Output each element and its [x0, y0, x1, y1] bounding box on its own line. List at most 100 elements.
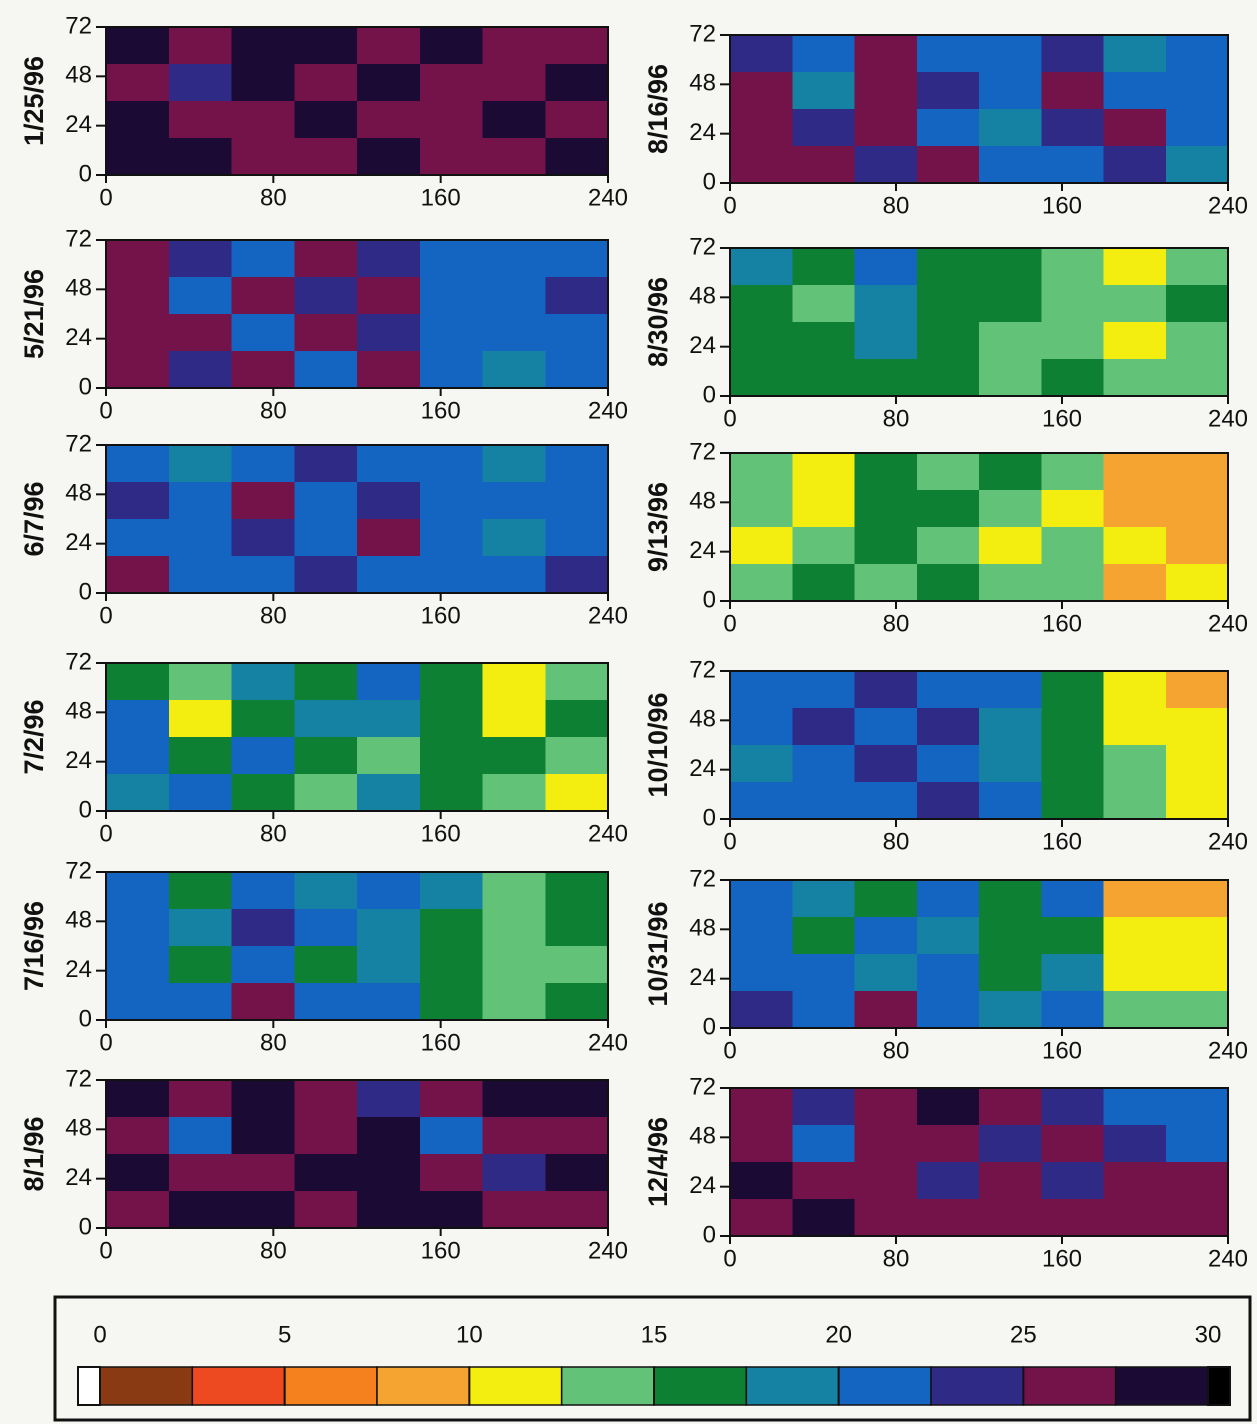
heat-cell: [545, 314, 609, 352]
heat-cell: [1103, 1162, 1167, 1200]
colorbar-swatch: [283, 1366, 378, 1406]
heat-cell: [1041, 248, 1104, 286]
heat-cell: [916, 954, 980, 992]
x-tick-label: 80: [883, 1037, 910, 1064]
colorbar-swatch: [376, 1366, 471, 1406]
heat-cell: [419, 240, 483, 278]
colorbar-tick-label: 25: [1010, 1321, 1037, 1348]
heat-cell: [730, 991, 793, 1029]
heat-cell: [231, 519, 295, 557]
heat-cell: [1041, 146, 1104, 184]
heat-cell: [792, 671, 855, 709]
heat-cell: [294, 277, 358, 315]
heat-cell: [854, 1162, 918, 1200]
heat-cell: [419, 774, 483, 812]
heat-cell: [357, 737, 421, 775]
heat-cell: [1041, 72, 1104, 110]
heat-cell: [106, 1117, 170, 1155]
heat-cell: [294, 983, 358, 1021]
x-tick-label: 160: [421, 1237, 461, 1264]
y-tick-label: 48: [65, 480, 92, 507]
heat-cell: [231, 138, 295, 176]
heat-cell: [482, 277, 546, 315]
heat-cell: [1103, 359, 1167, 397]
heat-cell: [545, 946, 609, 984]
x-tick-label: 80: [260, 820, 287, 847]
heat-cell: [916, 35, 980, 73]
heat-cell: [545, 737, 609, 775]
heat-cell: [792, 146, 855, 184]
heat-cell: [979, 285, 1042, 323]
x-tick-label: 160: [1042, 405, 1082, 432]
heat-cell: [979, 359, 1042, 397]
plot-frame: [105, 1079, 609, 1229]
heat-cell: [1103, 1088, 1167, 1126]
heat-cell: [168, 482, 232, 520]
heat-cell: [792, 109, 855, 147]
heat-cell: [419, 663, 483, 701]
x-tick-label: 160: [421, 820, 461, 847]
x-tick-label: 240: [588, 184, 628, 211]
heat-cell: [1165, 782, 1229, 820]
y-tick-label: 72: [689, 20, 716, 47]
heat-cell: [294, 737, 358, 775]
heat-cell: [231, 240, 295, 278]
y-tick-label: 24: [65, 956, 92, 983]
heat-cell: [916, 109, 980, 147]
heat-cell: [730, 745, 793, 783]
y-tick-label: 0: [703, 804, 716, 831]
x-tick-label: 0: [99, 1237, 112, 1264]
colorbar-over: [1207, 1366, 1231, 1406]
heat-cell: [1103, 954, 1167, 992]
heat-cell: [294, 351, 358, 389]
heat-cell: [545, 556, 609, 594]
heat-cell: [792, 527, 855, 565]
heat-cell: [730, 782, 793, 820]
heat-cell: [792, 782, 855, 820]
plot-frame: [729, 1087, 1229, 1237]
y-tick-label: 72: [65, 648, 92, 675]
heat-cell: [357, 138, 421, 176]
heat-cell: [792, 285, 855, 323]
heat-cell: [1041, 359, 1104, 397]
heat-cell: [979, 1088, 1042, 1126]
colorbar-tick-label: 0: [93, 1321, 106, 1348]
x-tick-label: 160: [1042, 1245, 1082, 1272]
heat-cell: [1103, 917, 1167, 955]
heat-cell: [1103, 322, 1167, 360]
heat-cell: [168, 138, 232, 176]
heat-cell: [854, 72, 918, 110]
heat-cell: [1165, 1125, 1229, 1163]
heat-cell: [1165, 1162, 1229, 1200]
colorbar-swatch: [99, 1366, 194, 1406]
y-tick-label: 0: [703, 1013, 716, 1040]
heat-cell: [545, 983, 609, 1021]
panel-label: 10/31/96: [643, 901, 673, 1006]
heat-cell: [854, 146, 918, 184]
y-tick-label: 48: [689, 706, 716, 733]
heat-cell: [730, 490, 793, 528]
x-tick-label: 0: [99, 184, 112, 211]
y-tick-label: 48: [689, 488, 716, 515]
colorbar-swatch: [745, 1366, 840, 1406]
y-tick-label: 24: [689, 1172, 716, 1199]
heat-cell: [419, 64, 483, 102]
heat-cell: [1165, 564, 1229, 602]
heat-cell: [916, 490, 980, 528]
heat-cell: [106, 663, 170, 701]
heat-cell: [792, 917, 855, 955]
heat-cell: [979, 745, 1042, 783]
y-tick-label: 48: [689, 70, 716, 97]
y-tick-label: 72: [689, 233, 716, 260]
heat-cell: [168, 101, 232, 139]
y-tick-label: 48: [65, 698, 92, 725]
heat-cell: [106, 314, 170, 352]
heat-cell: [231, 1117, 295, 1155]
colorbar-swatch: [468, 1366, 563, 1406]
heat-cell: [419, 277, 483, 315]
x-tick-label: 160: [1042, 192, 1082, 219]
heat-cell: [106, 1154, 170, 1192]
heat-cell: [1165, 671, 1229, 709]
heat-cell: [979, 671, 1042, 709]
heat-cell: [854, 708, 918, 746]
